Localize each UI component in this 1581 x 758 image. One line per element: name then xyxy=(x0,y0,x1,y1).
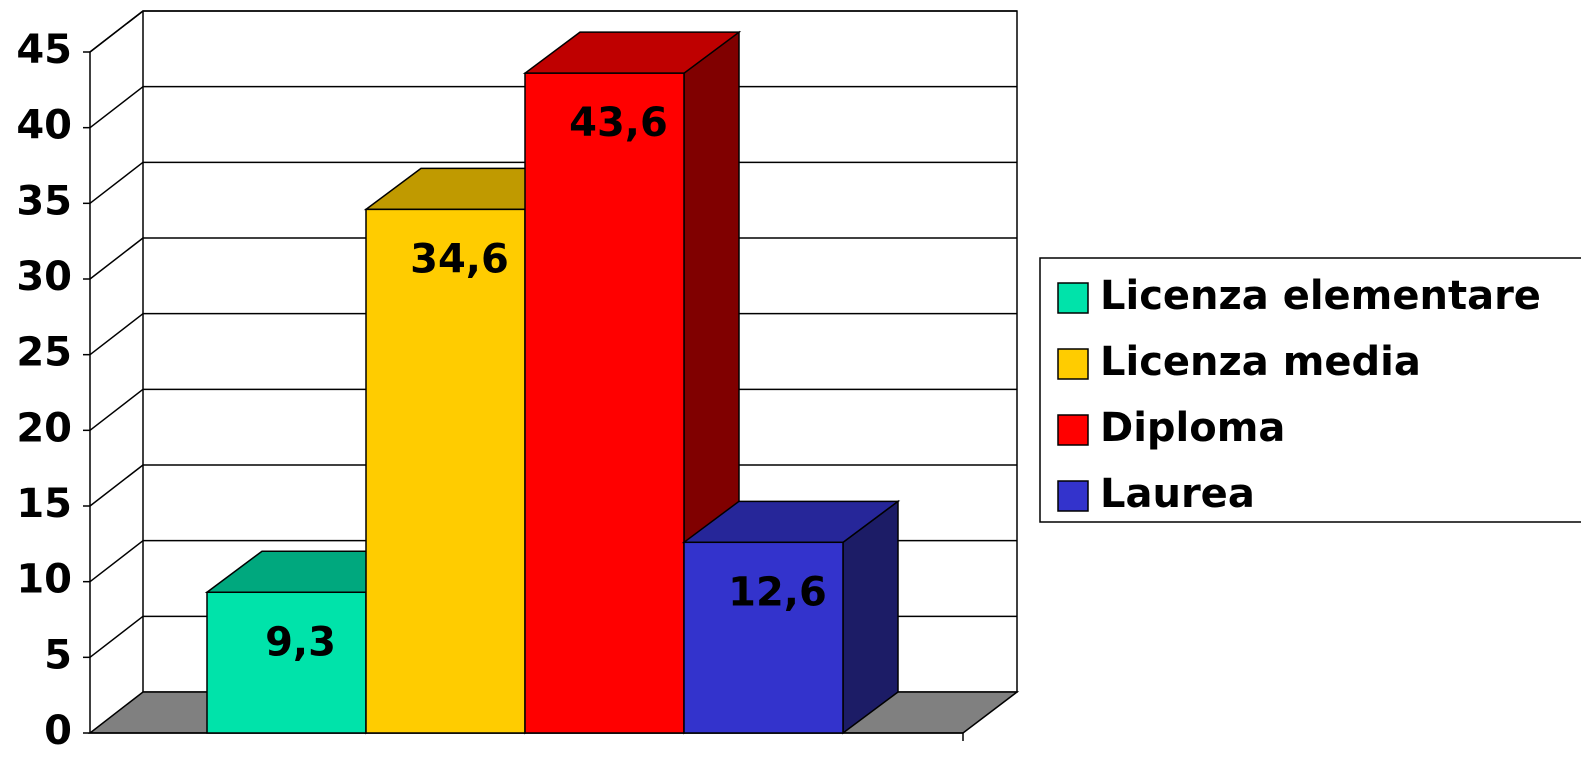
y-tick-label: 5 xyxy=(44,632,72,678)
bar xyxy=(365,208,526,734)
grid-diagonal xyxy=(89,464,144,507)
legend-label: Licenza elementare xyxy=(1100,273,1541,319)
data-label: 34,6 xyxy=(410,236,509,282)
legend-swatch xyxy=(1057,480,1089,512)
legend-label: Diploma xyxy=(1100,405,1285,451)
grid-diagonal xyxy=(89,161,144,204)
bar xyxy=(683,541,844,734)
y-tick-label: 35 xyxy=(16,178,72,224)
bar xyxy=(206,591,367,734)
legend-swatch xyxy=(1057,348,1089,380)
legend-swatch xyxy=(1057,282,1089,314)
grid-diagonal xyxy=(89,86,144,129)
bar xyxy=(524,72,685,734)
y-tick-label: 30 xyxy=(16,254,72,300)
grid-diagonal xyxy=(89,313,144,356)
y-tick-label: 40 xyxy=(16,103,72,149)
legend-label: Licenza media xyxy=(1100,339,1421,385)
y-tick-label: 20 xyxy=(16,405,72,451)
y-tick-label: 15 xyxy=(16,481,72,527)
legend xyxy=(1039,257,1581,523)
grid-diagonal xyxy=(89,237,144,280)
y-tick-label: 25 xyxy=(16,330,72,376)
data-label: 43,6 xyxy=(569,100,668,146)
data-label: 12,6 xyxy=(728,569,827,615)
legend-swatch xyxy=(1057,414,1089,446)
y-tick-label: 10 xyxy=(16,557,72,603)
grid-diagonal xyxy=(89,388,144,431)
grid-diagonal xyxy=(89,10,144,53)
grid-diagonal xyxy=(89,615,144,658)
y-tick-label: 45 xyxy=(16,27,72,73)
y-tick-label: 0 xyxy=(44,708,72,754)
legend-label: Laurea xyxy=(1100,471,1255,517)
data-label: 9,3 xyxy=(265,619,336,665)
grid-diagonal xyxy=(89,540,144,583)
